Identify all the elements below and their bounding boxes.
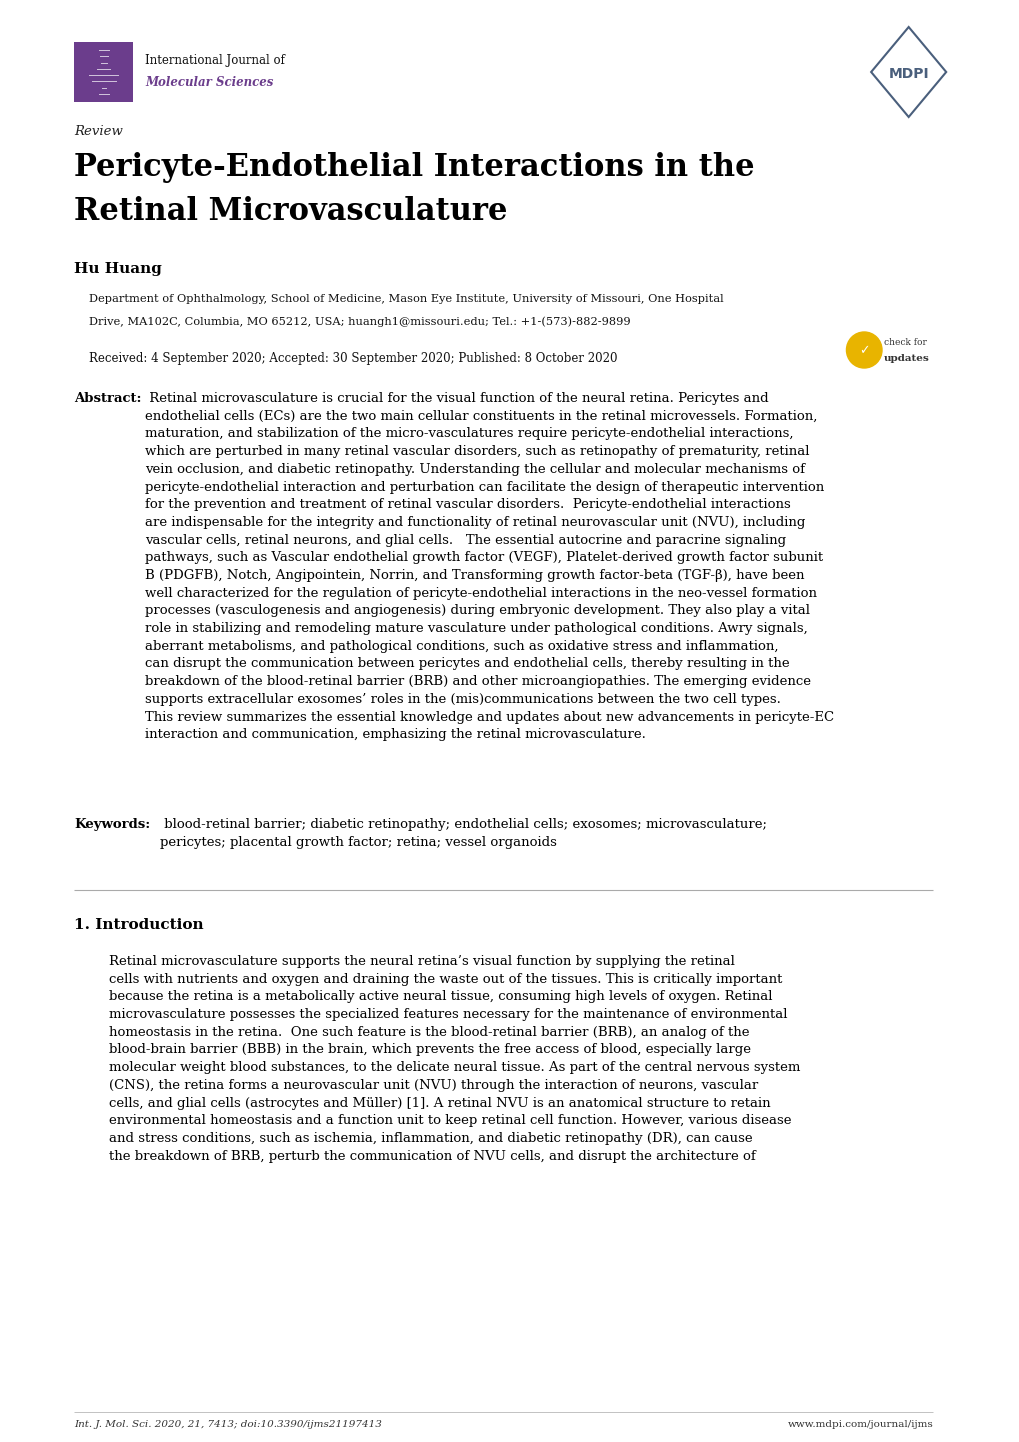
- Text: Pericyte-Endothelial Interactions in the: Pericyte-Endothelial Interactions in the: [74, 151, 754, 183]
- Text: Molecular Sciences: Molecular Sciences: [145, 76, 273, 89]
- Text: Retinal Microvasculature: Retinal Microvasculature: [74, 196, 507, 226]
- Text: Department of Ophthalmology, School of Medicine, Mason Eye Institute, University: Department of Ophthalmology, School of M…: [89, 294, 722, 304]
- Text: MDPI: MDPI: [888, 66, 928, 81]
- Text: Retinal microvasculature supports the neural retina’s visual function by supplyi: Retinal microvasculature supports the ne…: [109, 955, 799, 1162]
- Bar: [74, 42, 133, 102]
- Text: Received: 4 September 2020; Accepted: 30 September 2020; Published: 8 October 20: Received: 4 September 2020; Accepted: 30…: [89, 352, 616, 365]
- Text: Review: Review: [74, 125, 123, 138]
- Text: 1. Introduction: 1. Introduction: [74, 919, 204, 932]
- Text: International Journal of: International Journal of: [145, 53, 284, 66]
- Text: Retinal microvasculature is crucial for the visual function of the neural retina: Retinal microvasculature is crucial for …: [145, 392, 834, 741]
- Text: Abstract:: Abstract:: [74, 392, 142, 405]
- Text: www.mdpi.com/journal/ijms: www.mdpi.com/journal/ijms: [787, 1420, 932, 1429]
- Text: ✓: ✓: [858, 345, 868, 358]
- Text: Keywords:: Keywords:: [74, 818, 150, 831]
- Text: blood-retinal barrier; diabetic retinopathy; endothelial cells; exosomes; microv: blood-retinal barrier; diabetic retinopa…: [160, 818, 766, 849]
- Text: Drive, MA102C, Columbia, MO 65212, USA; huangh1@missouri.edu; Tel.: +1-(573)-882: Drive, MA102C, Columbia, MO 65212, USA; …: [89, 316, 630, 326]
- Text: Int. J. Mol. Sci. 2020, 21, 7413; doi:10.3390/ijms21197413: Int. J. Mol. Sci. 2020, 21, 7413; doi:10…: [74, 1420, 381, 1429]
- Circle shape: [846, 332, 881, 368]
- Text: check for: check for: [883, 337, 926, 348]
- Text: Hu Huang: Hu Huang: [74, 262, 162, 275]
- Text: updates: updates: [883, 353, 929, 363]
